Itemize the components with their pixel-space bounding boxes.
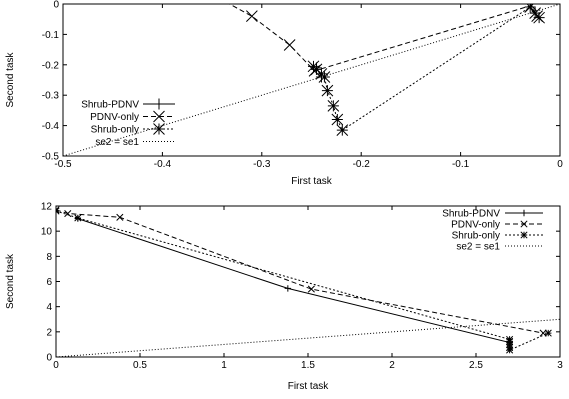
y-tick-label: 8 xyxy=(46,252,52,263)
data-point xyxy=(318,71,331,83)
data-point xyxy=(321,84,334,97)
y-tick-label: 12 xyxy=(41,202,53,213)
x-tick-label: 1 xyxy=(221,360,227,371)
data-point xyxy=(116,213,124,221)
x-tick-label: 0 xyxy=(557,159,563,170)
x-tick-label: 0.5 xyxy=(133,360,147,371)
legend-marker xyxy=(520,231,528,239)
y-tick-label: -0.3 xyxy=(42,91,60,102)
data-point xyxy=(533,11,545,24)
y-tick-label: -0.5 xyxy=(42,152,60,163)
x-tick-label: 2.5 xyxy=(469,360,483,371)
chart-bottom: 0 0.5 1 1.5 2 2.5 3 0 2 4 6 8 10 12 First task Second t… xyxy=(5,202,563,393)
y-tick-label: 0 xyxy=(53,0,59,11)
chart-top: -0.5 -0.4 -0.3 -0.2 -0.1 0 -0.5 -0.4 -0.3 -0.2 -0.… xyxy=(5,0,563,187)
series-se2-se1 xyxy=(56,318,560,357)
series-pdnv-only xyxy=(56,206,547,337)
legend-label: Shrub-only xyxy=(91,125,139,136)
data-point xyxy=(74,214,82,222)
legend-marker xyxy=(520,220,528,228)
plot-area xyxy=(56,206,560,357)
series-pdnv-only xyxy=(228,4,543,77)
data-point xyxy=(56,207,60,215)
x-tick-label: -0.5 xyxy=(54,159,72,170)
y-tick-label: 10 xyxy=(41,227,53,238)
data-point xyxy=(331,113,344,126)
legend-label: se2 = se1 xyxy=(456,242,500,253)
legend-label: PDNV-only xyxy=(451,220,500,231)
legend-marker xyxy=(153,110,165,123)
data-point xyxy=(336,124,349,137)
series-shrub-pdnv xyxy=(74,215,513,346)
legend-label: Shrub-only xyxy=(452,231,500,242)
data-point xyxy=(64,209,72,218)
y-tick-label: -0.4 xyxy=(42,121,60,132)
y-tick-label: -0.1 xyxy=(42,30,60,41)
legend-marker xyxy=(520,209,528,217)
y-axis-label: Second task xyxy=(5,253,16,309)
y-tick-label: 0 xyxy=(46,353,52,364)
x-tick-label: -0.1 xyxy=(452,159,470,170)
legend-label: PDNV-only xyxy=(90,112,139,123)
data-point xyxy=(246,10,258,23)
y-tick-label: 2 xyxy=(46,327,52,338)
data-point xyxy=(524,4,537,13)
x-tick-label: 1.5 xyxy=(301,360,315,371)
y-axis-label: Second task xyxy=(5,51,16,107)
data-point xyxy=(544,329,552,337)
x-axis-label: First task xyxy=(291,176,333,187)
legend-label: Shrub-PDNV xyxy=(81,100,139,111)
data-point xyxy=(56,206,60,214)
legend-label: se2 = se1 xyxy=(95,137,139,148)
x-tick-label: -0.2 xyxy=(353,159,371,170)
x-tick-label: -0.4 xyxy=(154,159,172,170)
series-line xyxy=(228,4,538,72)
data-point xyxy=(539,329,547,337)
data-point xyxy=(307,285,315,293)
y-tick-label: 4 xyxy=(46,302,52,313)
plot-frame xyxy=(62,3,561,157)
x-tick-label: -0.3 xyxy=(253,159,271,170)
data-point xyxy=(283,39,296,51)
legend-marker xyxy=(153,98,165,110)
series-shrub-only xyxy=(307,4,545,137)
x-tick-label: 3 xyxy=(557,360,563,371)
x-tick-label: 2 xyxy=(389,360,395,371)
data-point xyxy=(506,346,514,354)
x-tick-label: 0 xyxy=(53,360,59,371)
series-line xyxy=(56,318,560,357)
y-tick-label: -0.2 xyxy=(42,60,60,71)
series-shrub-only xyxy=(56,207,552,354)
series-line xyxy=(77,218,510,343)
x-axis-label: First task xyxy=(288,381,330,392)
plot-area xyxy=(63,4,560,156)
data-point xyxy=(284,285,292,292)
data-point xyxy=(327,99,340,112)
y-tick-label: 6 xyxy=(46,277,52,288)
legend-marker xyxy=(153,123,165,135)
legend-label: Shrub-PDNV xyxy=(442,209,500,220)
